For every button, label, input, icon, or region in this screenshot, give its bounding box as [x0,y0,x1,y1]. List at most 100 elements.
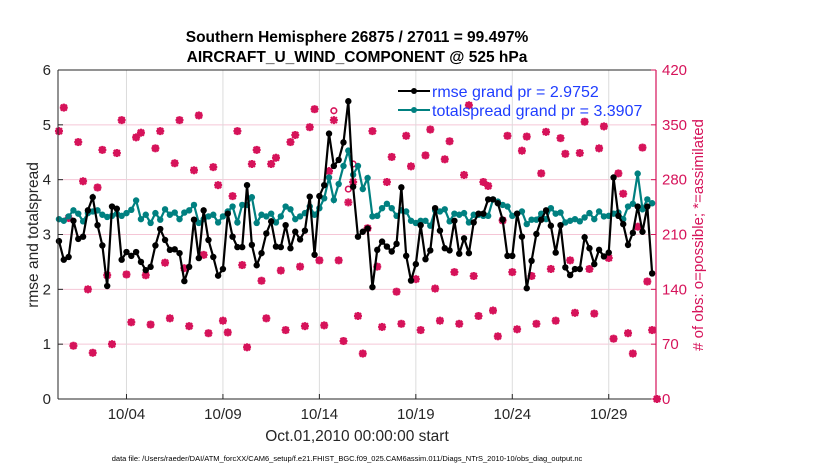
totalspread-point [547,204,555,212]
obs-possible-marker [320,321,328,329]
rmse-point [185,263,193,271]
totalspread-point [504,203,511,210]
obs-possible-marker [494,332,502,340]
rmse-point [287,245,294,252]
totalspread-point [460,209,468,217]
totalspread-point [292,215,299,223]
totalspread-point [171,209,178,216]
obs-possible-marker [151,144,160,152]
obs-possible-marker [402,132,410,140]
obs-possible-marker [436,317,444,325]
obs-possible-marker [113,149,121,157]
obs-possible-marker [204,329,213,337]
rmse-point [610,174,617,181]
obs-possible-marker [209,163,217,171]
x-tick-label: 10/24 [494,406,532,423]
rmse-point [398,184,405,191]
rmse-point [480,210,487,217]
rmse-point [229,233,236,240]
rmse-point [595,246,603,254]
rmse-point [470,219,477,226]
obs-possible-marker [282,326,290,334]
obs-possible-marker [122,270,131,279]
obs-possible-marker [460,171,468,179]
obs-possible-marker [561,150,569,158]
rmse-point [576,265,584,273]
rmse-point [538,216,545,223]
rmse-point [359,228,366,235]
totalspread-point [75,210,82,217]
totalspread-point [388,204,395,212]
totalspread-point [161,206,169,213]
obs-possible-marker [262,314,270,322]
chart-title-line2: AIRCRAFT_U_WIND_COMPONENT @ 525 hPa [187,49,528,66]
obs-possible-marker [301,322,309,330]
totalspread-point [248,194,256,201]
obs-possible-marker [513,325,521,333]
obs-possible-marker [243,343,251,351]
totalspread-point [335,180,342,188]
rmse-point [345,98,352,105]
totalspread-point [311,211,318,218]
y-tick-label: 0 [43,391,51,408]
obs-possible-marker [84,285,92,293]
rmse-point [412,260,420,268]
obs-possible-marker [503,132,512,140]
rmse-point [402,252,410,260]
rmse-point [600,253,608,260]
totalspread-point [566,217,574,224]
rmse-point [306,193,313,200]
obs-possible-marker [277,266,285,275]
rmse-point [586,245,593,252]
rmse-point [171,246,178,253]
totalspread-point [533,216,540,223]
rmse-point [55,237,63,245]
totalspread-point [99,211,106,218]
obs-possible-marker [137,129,145,137]
asterisk-stroke [344,198,353,207]
totalspread-point [214,219,222,226]
totalspread-point [60,217,67,224]
totalspread-point [412,219,420,227]
obs-possible-marker [267,160,275,168]
rmse-point [571,265,579,273]
totalspread-point [634,170,641,177]
totalspread-point [137,215,145,223]
obs-possible-marker [253,146,261,154]
totalspread-point [128,206,135,214]
obs-possible-marker [219,317,227,325]
obs-possible-marker [325,167,333,175]
rmse-point [591,260,598,268]
totalspread-point [417,217,424,224]
totalspread-point [586,209,593,217]
totalspread-point [185,207,193,214]
totalspread-point [321,195,328,202]
y-tick-label: 1 [43,336,51,353]
footer-data-file: data file: /Users/raeder/DAI/ATM_forcXX/… [112,454,583,463]
totalspread-point [354,162,362,170]
x-tick-label: 10/14 [301,406,339,423]
totalspread-point [330,196,338,204]
rmse-point [94,221,101,229]
rmse-point [566,271,574,279]
totalspread-point [147,219,154,227]
obs-possible-marker [648,326,656,334]
totalspread-point [190,201,198,209]
y-axis-right-label: # of obs: o=possible; *=assimilated [690,119,707,351]
rmse-point [615,212,622,220]
totalspread-point [118,212,125,220]
y-tick-label: 5 [43,117,51,134]
totalspread-point [258,211,265,218]
obs-possible-marker [518,147,526,155]
obs-possible-marker [523,132,531,141]
obs-possible-marker [175,116,184,124]
rmse-point [263,230,270,237]
obs-possible-marker [552,317,560,325]
rmse-point [75,235,82,243]
totalspread-point [422,217,429,224]
rmse-point [518,233,526,240]
obs-possible-marker [89,349,97,357]
obs-possible-marker [629,349,637,358]
obs-possible-marker [118,116,126,124]
totalspread-point [267,210,275,217]
